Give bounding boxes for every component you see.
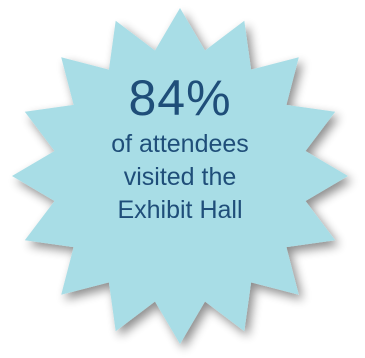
stat-caption-line-1: of attendees [111, 130, 249, 158]
stat-percentage: 84% [128, 70, 232, 126]
starburst-polygon [12, 8, 348, 344]
badge-text-block: 84% of attendees visited the Exhibit Hal… [70, 70, 290, 227]
stat-caption-line-2: visited the [123, 163, 237, 191]
stat-caption-line-3: Exhibit Hall [117, 196, 243, 224]
